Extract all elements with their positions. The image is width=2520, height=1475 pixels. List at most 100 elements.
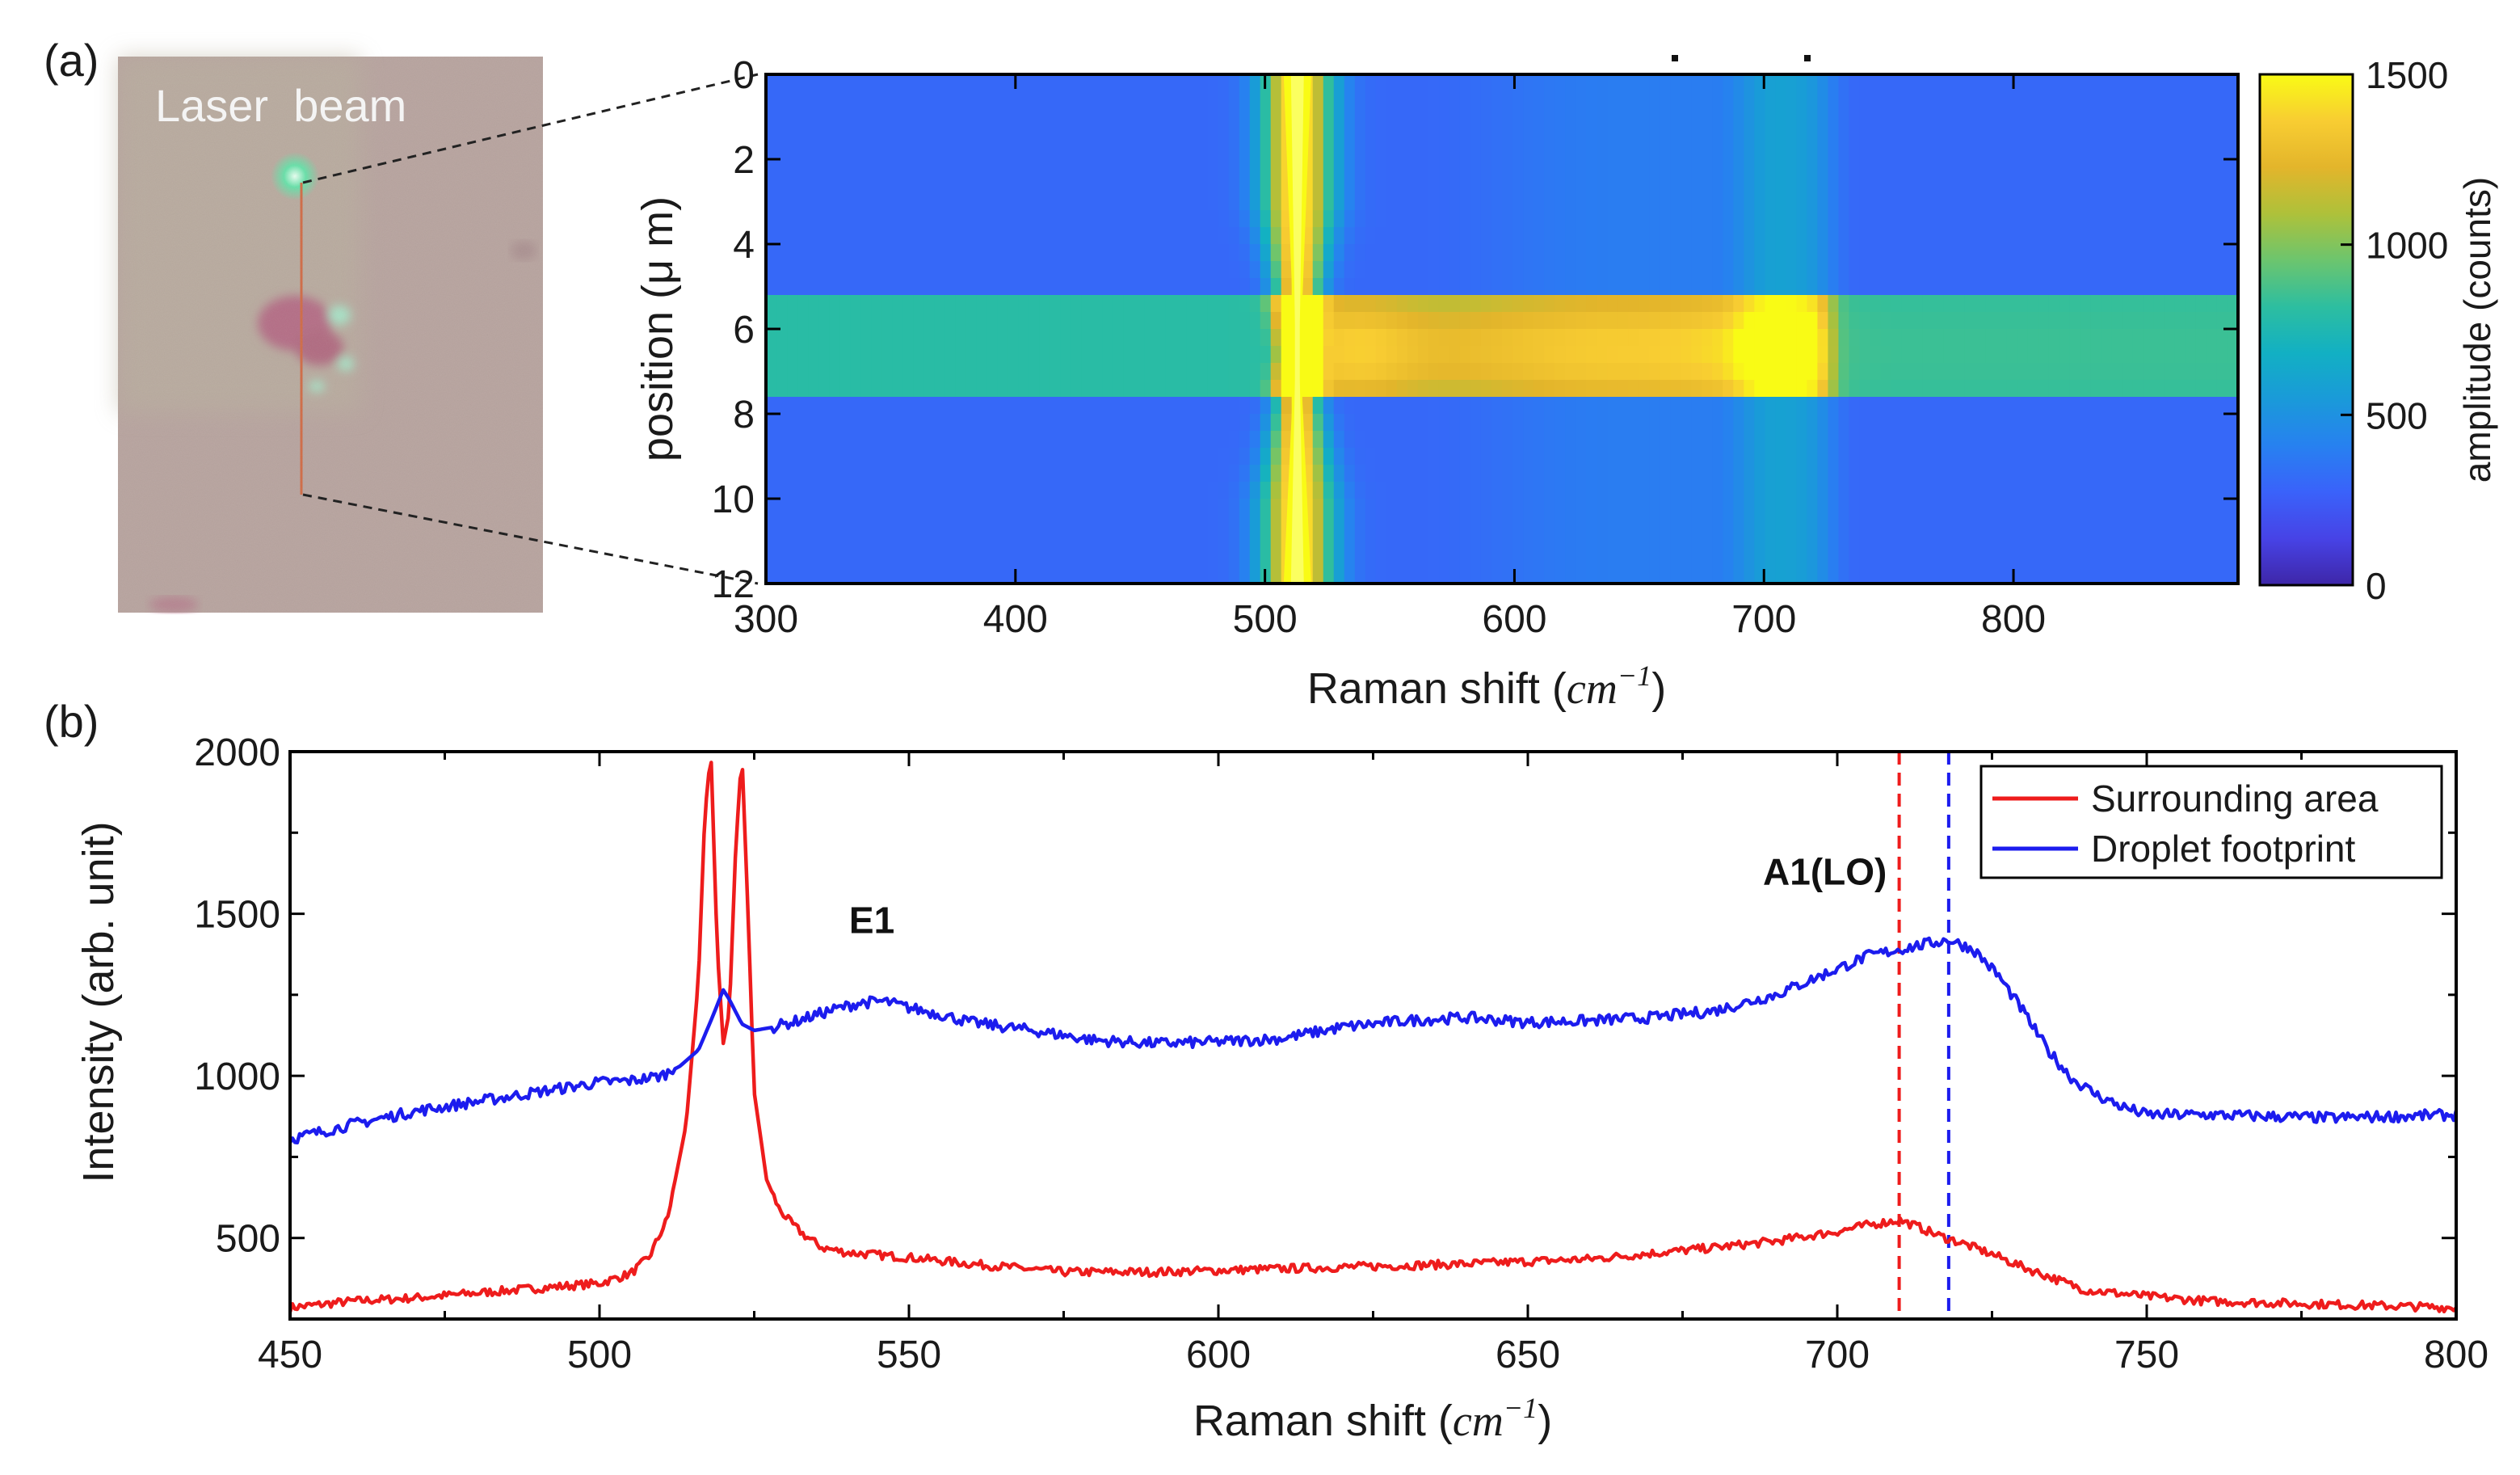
heatmap-cell	[1765, 516, 1777, 533]
heatmap-cell	[1365, 431, 1377, 449]
heatmap-cell	[1365, 278, 1377, 296]
heatmap-cell	[1859, 227, 1871, 245]
heatmap-cell	[2164, 295, 2176, 313]
heatmap-cell	[1239, 278, 1251, 296]
heatmap-cell	[1480, 567, 1492, 584]
heatmap-cell	[2017, 431, 2029, 449]
artifact-dot	[1804, 55, 1811, 61]
heatmap-cell	[1176, 550, 1188, 567]
heatmap-cell	[1912, 346, 1924, 364]
heatmap-cell	[1933, 108, 1945, 126]
heatmap-cell	[1428, 465, 1440, 483]
heatmap-cell	[1039, 312, 1051, 330]
heatmap-cell	[934, 125, 946, 143]
heatmap-cell	[1480, 380, 1492, 398]
heatmap-cell	[1933, 499, 1945, 516]
heatmap-cell	[1607, 74, 1618, 92]
heatmap-cell	[892, 176, 903, 194]
heatmap-cell	[1417, 312, 1429, 330]
heatmap-cell	[2216, 176, 2228, 194]
heatmap-cell	[1459, 295, 1471, 313]
heatmap-cell	[1996, 380, 2008, 398]
heatmap-cell	[944, 312, 957, 330]
heatmap-cell	[1239, 295, 1251, 313]
heatmap-cell	[1249, 278, 1261, 296]
heatmap-cell	[1144, 482, 1156, 499]
heatmap-cell	[2227, 125, 2238, 143]
heatmap-cell	[1807, 380, 1819, 398]
heatmap-cell	[1891, 91, 1903, 109]
heatmap-cell	[1239, 210, 1251, 228]
heatmap-cell	[2069, 295, 2081, 313]
heatmap-cell	[1502, 210, 1513, 228]
heatmap-cell	[1880, 176, 1892, 194]
heatmap-cell	[2174, 533, 2186, 550]
heatmap-cell	[944, 363, 957, 381]
heatmap-cell	[1618, 363, 1629, 381]
heatmap-cell	[1712, 210, 1724, 228]
heatmap-cell	[987, 482, 999, 499]
heatmap-cell	[1323, 176, 1335, 194]
heatmap-cell	[1607, 91, 1618, 109]
heatmap-cell	[2111, 142, 2123, 160]
heatmap-cell	[1092, 108, 1104, 126]
heatmap-cell	[1691, 261, 1703, 279]
heatmap-cell	[2185, 74, 2197, 92]
heatmap-cell	[1807, 567, 1819, 584]
heatmap-cell	[1018, 380, 1030, 398]
heatmap-cell	[2006, 278, 2018, 296]
heatmap-cell	[1880, 448, 1892, 466]
heatmap-cell	[1702, 414, 1714, 432]
heatmap-cell	[1838, 414, 1850, 432]
heatmap-cell	[2090, 91, 2102, 109]
heatmap-cell	[2080, 465, 2092, 483]
heatmap-cell	[1922, 499, 1934, 516]
heatmap-cell	[2174, 108, 2186, 126]
heatmap-cell	[1733, 142, 1745, 160]
heatmap-cell	[2017, 363, 2029, 381]
heatmap-cell	[808, 176, 819, 194]
heatmap-cell	[818, 125, 830, 143]
heatmap-cell	[1333, 193, 1345, 211]
heatmap-y-tick-label: 4	[733, 224, 755, 267]
heatmap-cell	[1912, 278, 1924, 296]
heatmap-cell	[2132, 567, 2144, 584]
heatmap-cell	[1039, 159, 1051, 177]
heatmap-cell	[1333, 516, 1345, 533]
heatmap-cell	[1428, 176, 1440, 194]
heatmap-cell	[1975, 295, 1987, 313]
heatmap-cell	[850, 261, 861, 279]
heatmap-cell	[1396, 431, 1408, 449]
heatmap-cell	[1155, 125, 1167, 143]
heatmap-cell	[1134, 380, 1146, 398]
heatmap-cell	[1102, 261, 1114, 279]
heatmap-cell	[2048, 159, 2060, 177]
heatmap-cell	[1597, 380, 1608, 398]
heatmap-cell	[1975, 278, 1987, 296]
heatmap-cell	[829, 91, 840, 109]
heatmap-cell	[1964, 210, 1976, 228]
heatmap-cell	[1480, 516, 1492, 533]
heatmap-cell	[2206, 210, 2218, 228]
heatmap-cell	[839, 482, 851, 499]
heatmap-cell	[2111, 363, 2123, 381]
heatmap-cell	[1123, 74, 1135, 92]
heatmap-cell	[1702, 295, 1714, 313]
heatmap-cell	[1081, 74, 1093, 92]
heatmap-cell	[976, 295, 988, 313]
heatmap-cell	[1018, 550, 1030, 567]
heatmap-cell	[1344, 142, 1356, 160]
heatmap-cell	[2069, 380, 2081, 398]
heatmap-cell	[1060, 516, 1072, 533]
heatmap-cell	[1207, 550, 1219, 567]
heatmap-cell	[1733, 227, 1745, 245]
heatmap-cell	[1470, 74, 1482, 92]
heatmap-cell	[1207, 567, 1219, 584]
heatmap-cell	[1228, 176, 1240, 194]
heatmap-cell	[1849, 533, 1861, 550]
heatmap-cell	[2185, 567, 2197, 584]
heatmap-cell	[1744, 499, 1756, 516]
heatmap-cell	[955, 397, 967, 415]
